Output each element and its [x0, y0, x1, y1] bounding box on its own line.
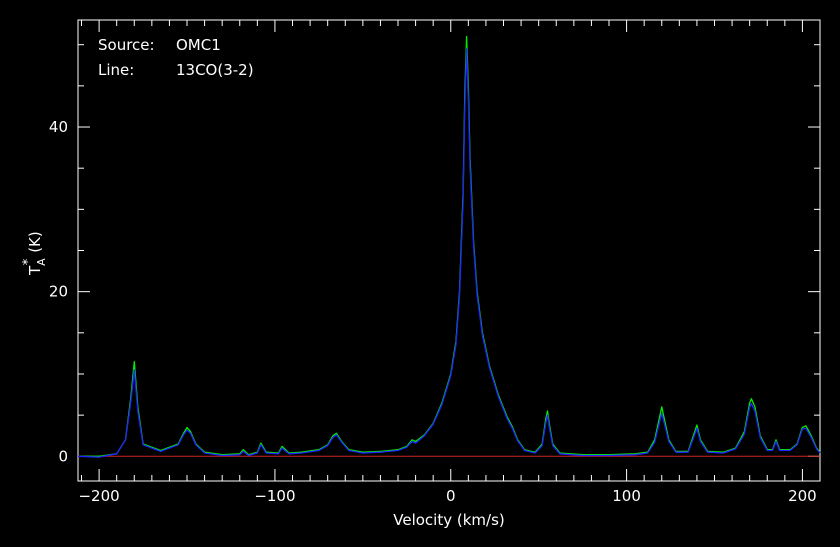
y-axis-label-superscript: * [21, 258, 36, 265]
axis-tick-labels: −200 −100 0 100 200 0 20 40 [49, 118, 817, 505]
y-tick-label: 20 [49, 283, 68, 301]
y-axis-label-symbol: T [26, 265, 44, 276]
line-label: Line: [98, 61, 134, 79]
x-tick-label: −100 [254, 487, 295, 505]
axis-ticks [78, 20, 821, 481]
source-value: OMC1 [176, 36, 221, 54]
y-axis-label-subscript: A [35, 258, 48, 266]
y-axis-label: TA* (K) [21, 231, 48, 276]
x-tick-label: 0 [446, 487, 456, 505]
x-tick-label: 200 [788, 487, 817, 505]
source-label: Source: [98, 36, 155, 54]
x-axis-label: Velocity (km/s) [393, 511, 504, 529]
spectrum-series-line-2 [77, 48, 821, 458]
y-axis-label-unit: (K) [26, 231, 44, 253]
y-tick-label: 0 [58, 447, 68, 465]
line-value: 13CO(3-2) [176, 61, 254, 79]
x-tick-label: 100 [612, 487, 641, 505]
y-axis-label-main: TA* (K) [21, 231, 48, 276]
x-tick-label: −200 [78, 487, 119, 505]
series-group [77, 35, 821, 458]
y-tick-label: 40 [49, 118, 68, 136]
